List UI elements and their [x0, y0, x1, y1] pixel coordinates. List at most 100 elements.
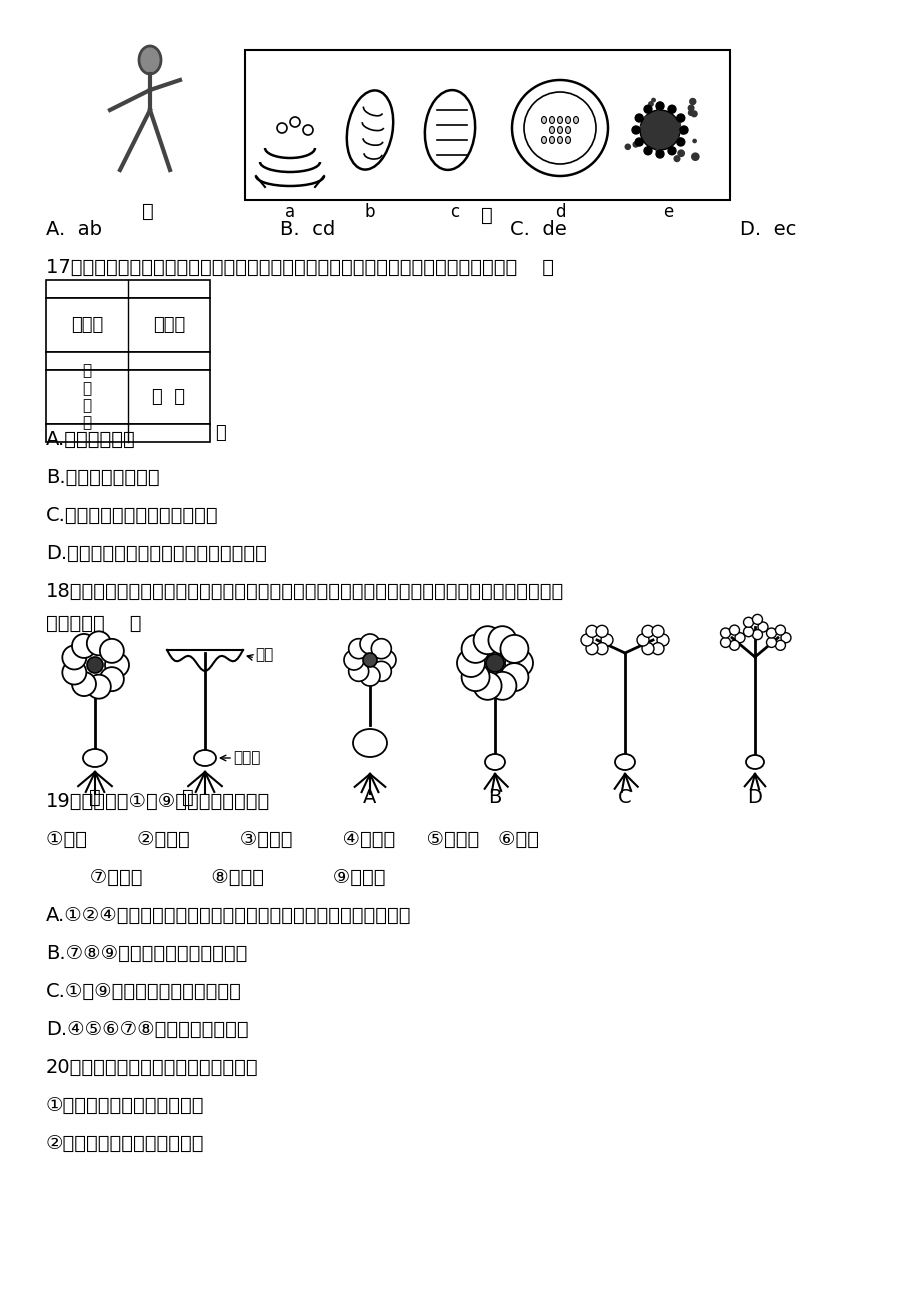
Circle shape	[655, 148, 659, 152]
Circle shape	[62, 646, 86, 669]
Circle shape	[667, 147, 675, 155]
Circle shape	[640, 125, 644, 130]
Circle shape	[641, 643, 653, 655]
Text: B.单层膜还是双层膜: B.单层膜还是双层膜	[46, 467, 160, 487]
Ellipse shape	[353, 729, 387, 756]
Circle shape	[679, 126, 687, 134]
Circle shape	[654, 118, 661, 125]
Text: b: b	[364, 203, 375, 221]
Circle shape	[692, 139, 696, 143]
Text: 20、下列关于细胞的说法正确的有几项: 20、下列关于细胞的说法正确的有几项	[46, 1059, 258, 1077]
Text: ①核酸        ②蛋白质        ③中心体        ④叶绻体     ⑤线粒体   ⑥核膜: ①核酸 ②蛋白质 ③中心体 ④叶绻体 ⑤线粒体 ⑥核膜	[46, 829, 539, 849]
Circle shape	[780, 633, 790, 643]
Circle shape	[585, 625, 597, 638]
Circle shape	[667, 105, 675, 113]
Text: A: A	[363, 788, 376, 807]
Circle shape	[655, 150, 664, 158]
Circle shape	[657, 102, 662, 107]
Text: A.  ab: A. ab	[46, 220, 102, 240]
Text: 甲: 甲	[142, 202, 153, 221]
Ellipse shape	[139, 46, 161, 74]
Circle shape	[473, 672, 501, 700]
Circle shape	[72, 672, 96, 697]
Circle shape	[766, 628, 776, 638]
Circle shape	[652, 625, 664, 638]
Circle shape	[634, 115, 642, 122]
Circle shape	[86, 631, 110, 655]
Circle shape	[634, 128, 640, 132]
Circle shape	[371, 661, 391, 681]
Text: c: c	[450, 203, 460, 221]
Text: A.①②④在噬菌体、大肠杆菌、酵母菌、水稺、胡萝卜体内都存在: A.①②④在噬菌体、大肠杆菌、酵母菌、水稺、胡萝卜体内都存在	[46, 906, 411, 924]
Circle shape	[457, 648, 484, 677]
Circle shape	[690, 111, 697, 117]
Circle shape	[596, 643, 607, 655]
Circle shape	[100, 639, 124, 663]
Bar	[46, 424, 210, 441]
Ellipse shape	[83, 749, 107, 767]
Circle shape	[634, 138, 642, 146]
Circle shape	[585, 643, 597, 655]
Circle shape	[632, 142, 638, 147]
Ellipse shape	[565, 116, 570, 124]
Text: 乙: 乙	[182, 788, 194, 807]
Text: ①含细胞壁的细胞为植物细胞: ①含细胞壁的细胞为植物细胞	[46, 1096, 204, 1115]
Text: ②细胞的色素都含在叶绻体中: ②细胞的色素都含在叶绻体中	[46, 1134, 204, 1154]
Circle shape	[687, 111, 693, 116]
Circle shape	[676, 116, 683, 122]
Circle shape	[729, 625, 739, 635]
Circle shape	[743, 626, 753, 637]
Circle shape	[376, 650, 395, 671]
Circle shape	[641, 125, 648, 132]
Circle shape	[488, 626, 516, 654]
Circle shape	[348, 639, 369, 659]
Text: A.是否含有色素: A.是否含有色素	[46, 430, 136, 449]
Ellipse shape	[557, 116, 562, 124]
Circle shape	[87, 658, 103, 673]
Circle shape	[625, 145, 630, 150]
Circle shape	[689, 99, 695, 104]
Circle shape	[524, 92, 596, 164]
Text: D: D	[747, 788, 762, 807]
Circle shape	[636, 634, 648, 646]
Text: 19、下列关于①～⑨的叙述，正确的是: 19、下列关于①～⑨的叙述，正确的是	[46, 792, 270, 811]
Circle shape	[676, 115, 684, 122]
Circle shape	[461, 663, 489, 691]
Circle shape	[641, 625, 653, 638]
Text: e: e	[663, 203, 673, 221]
Text: 乙: 乙	[481, 206, 493, 225]
Text: 18、如果将下图乙伞藻的细胞核与伞部去掉，并将甲伞藻的细胞核移入乙中，则存活下来的乙伞藻: 18、如果将下图乙伞藻的细胞核与伞部去掉，并将甲伞藻的细胞核移入乙中，则存活下来…	[46, 582, 563, 602]
Ellipse shape	[549, 137, 554, 143]
Text: C.  de: C. de	[509, 220, 566, 240]
Circle shape	[656, 137, 663, 145]
Text: D.  ec: D. ec	[739, 220, 796, 240]
Circle shape	[676, 138, 684, 146]
Ellipse shape	[745, 755, 763, 769]
Circle shape	[86, 674, 110, 699]
Circle shape	[363, 654, 377, 667]
Circle shape	[679, 129, 685, 134]
Ellipse shape	[541, 137, 546, 143]
Ellipse shape	[541, 116, 546, 124]
Circle shape	[277, 122, 287, 133]
Ellipse shape	[549, 126, 554, 134]
Text: 线粒体: 线粒体	[71, 316, 103, 335]
Circle shape	[631, 126, 640, 134]
Circle shape	[743, 617, 753, 628]
Circle shape	[775, 625, 785, 635]
Circle shape	[675, 138, 681, 143]
Text: 叶绿体: 叶绿体	[153, 316, 185, 335]
Text: B: B	[488, 788, 501, 807]
Circle shape	[640, 109, 679, 150]
Text: C.①～⑨在菠菜叶肉细胞中都存在: C.①～⑨在菠菜叶肉细胞中都存在	[46, 982, 242, 1001]
Text: d: d	[554, 203, 564, 221]
Circle shape	[775, 641, 785, 650]
Ellipse shape	[565, 137, 570, 143]
Text: B.  cd: B. cd	[279, 220, 335, 240]
Circle shape	[644, 116, 648, 120]
Circle shape	[62, 660, 86, 685]
Circle shape	[500, 663, 528, 691]
Circle shape	[488, 672, 516, 700]
Circle shape	[485, 654, 504, 672]
Circle shape	[643, 105, 652, 113]
